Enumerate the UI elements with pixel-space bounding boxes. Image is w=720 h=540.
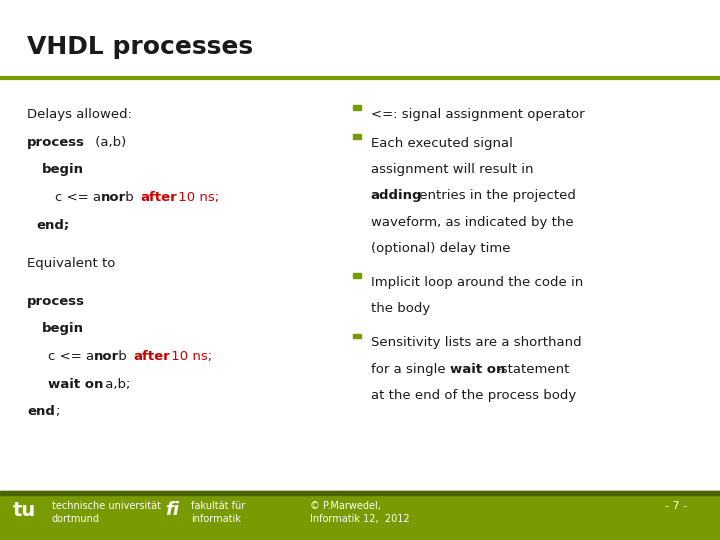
Text: Equivalent to: Equivalent to (27, 256, 116, 269)
Text: end;: end; (36, 219, 69, 232)
Text: after: after (134, 350, 171, 363)
Text: process: process (27, 295, 86, 308)
Text: 10 ns;: 10 ns; (174, 191, 219, 204)
Text: Delays allowed:: Delays allowed: (27, 108, 132, 121)
Text: Each executed signal: Each executed signal (371, 137, 513, 150)
Text: end: end (27, 406, 55, 419)
Text: fi: fi (166, 501, 179, 518)
Bar (353, 105, 361, 110)
Text: wait on: wait on (48, 378, 103, 391)
Text: adding: adding (371, 190, 423, 202)
Text: nor: nor (101, 191, 126, 204)
Text: (optional) delay time: (optional) delay time (371, 242, 510, 255)
Text: Implicit loop around the code in: Implicit loop around the code in (371, 276, 583, 289)
Text: process: process (27, 136, 86, 148)
Text: assignment will result in: assignment will result in (371, 163, 534, 176)
Text: nor: nor (94, 350, 119, 363)
Text: 10 ns;: 10 ns; (167, 350, 212, 363)
Text: wait on: wait on (450, 362, 505, 375)
Text: entries in the projected: entries in the projected (415, 190, 576, 202)
Text: after: after (141, 191, 178, 204)
Text: a,b;: a,b; (101, 378, 130, 391)
Text: b: b (114, 350, 131, 363)
Text: for a single: for a single (371, 362, 450, 375)
Text: <=: signal assignment operator: <=: signal assignment operator (371, 108, 585, 121)
Text: c <= a: c <= a (48, 350, 98, 363)
Text: VHDL processes: VHDL processes (27, 35, 253, 59)
Text: fakultät für
informatik: fakultät für informatik (191, 501, 245, 523)
Bar (353, 273, 361, 278)
Bar (0, 491, 720, 495)
Bar (0, 491, 720, 540)
Text: -statement: -statement (496, 362, 570, 375)
Text: technische universität
dortmund: technische universität dortmund (52, 501, 161, 523)
Text: c <= a: c <= a (55, 191, 105, 204)
Text: the body: the body (371, 302, 430, 315)
Text: tu: tu (13, 501, 36, 519)
Bar (353, 334, 361, 339)
Text: Sensitivity lists are a shorthand: Sensitivity lists are a shorthand (371, 336, 582, 349)
Text: b: b (121, 191, 138, 204)
Text: ;: ; (55, 406, 59, 419)
Text: begin: begin (42, 322, 84, 335)
Text: (a,b): (a,b) (91, 136, 126, 148)
Bar (353, 134, 361, 139)
Text: © P.Marwedel,
Informatik 12,  2012: © P.Marwedel, Informatik 12, 2012 (310, 501, 409, 523)
Text: waveform, as indicated by the: waveform, as indicated by the (371, 215, 573, 228)
Text: begin: begin (42, 164, 84, 177)
Text: - 7 -: - 7 - (665, 501, 688, 511)
Text: at the end of the process body: at the end of the process body (371, 389, 576, 402)
